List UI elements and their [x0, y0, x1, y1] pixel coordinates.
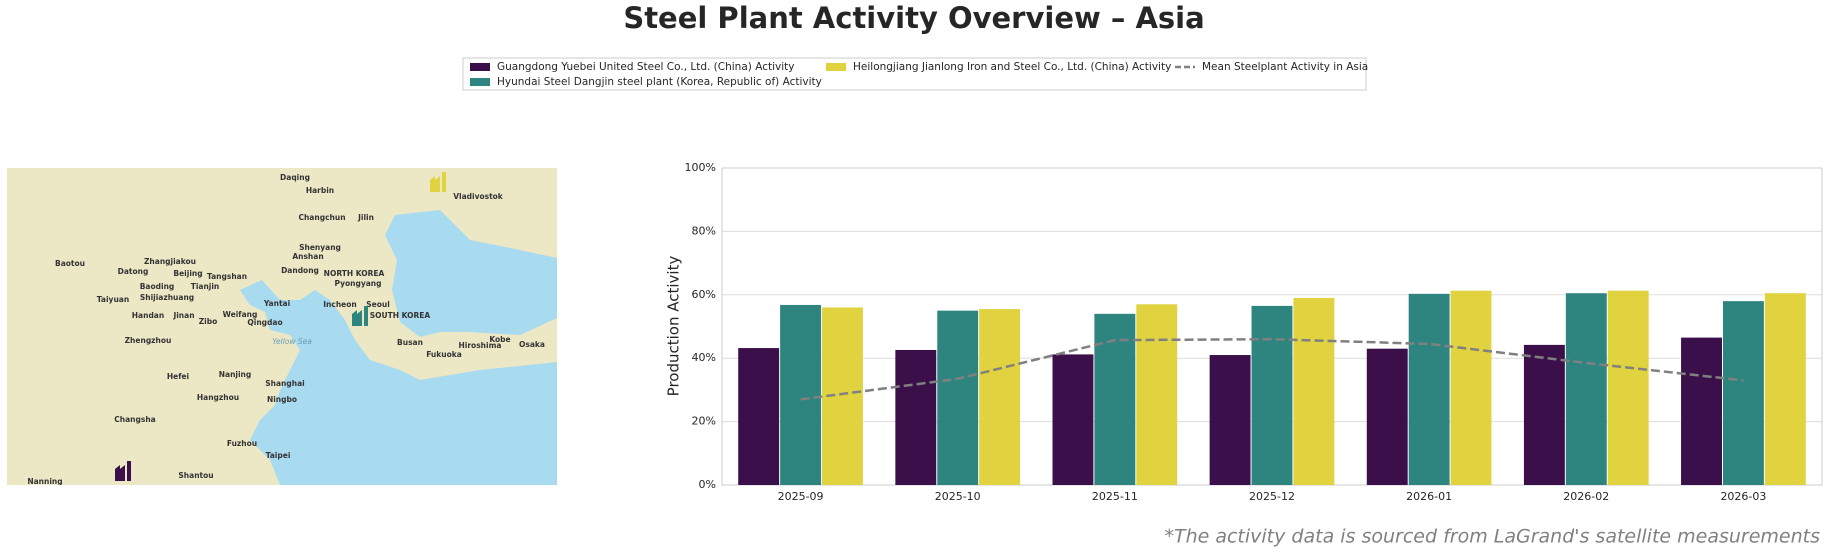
map-label: Yellow Sea	[272, 337, 312, 346]
bar	[1722, 301, 1764, 485]
bar	[780, 304, 822, 485]
map-label: Handan	[132, 311, 164, 320]
map-label: Weifang	[223, 310, 258, 319]
map-label: Kobe	[489, 335, 510, 344]
y-tick-label: 100%	[685, 161, 716, 174]
bar	[1251, 305, 1293, 485]
map-label: Zhangjiakou	[144, 257, 196, 266]
bar	[1366, 348, 1408, 485]
bar	[738, 348, 780, 485]
bar	[1408, 293, 1450, 485]
map-label: Qingdao	[247, 318, 282, 327]
bar	[1607, 290, 1649, 485]
map-label: Beijing	[173, 269, 202, 278]
map-label: Daqing	[280, 173, 310, 182]
x-tick-label: 2025-12	[1249, 490, 1295, 503]
map-label: Shenyang	[299, 243, 341, 252]
map-label: Busan	[397, 338, 423, 347]
legend-label: Hyundai Steel Dangjin steel plant (Korea…	[497, 76, 822, 88]
map-label: Shijiazhuang	[140, 293, 194, 302]
map-sea	[385, 210, 557, 337]
legend-label: Mean Steelplant Activity in Asia	[1202, 61, 1368, 73]
map-label: Vladivostok	[453, 192, 504, 201]
bar	[1681, 337, 1722, 485]
map-label: Pyongyang	[334, 279, 381, 288]
bar	[1052, 354, 1094, 485]
map-label: Nanjing	[219, 370, 252, 379]
map-label: Harbin	[306, 186, 334, 195]
map-label: Datong	[118, 267, 149, 276]
map-label: Osaka	[519, 340, 545, 349]
y-tick-label: 40%	[692, 351, 716, 364]
map-label: Fukuoka	[426, 350, 462, 359]
x-tick-label: 2025-11	[1092, 490, 1138, 503]
map-label: Hangzhou	[197, 393, 239, 402]
map-label: Zhengzhou	[125, 336, 172, 345]
plant-icon	[430, 172, 446, 192]
bar	[979, 309, 1021, 485]
bar	[1136, 304, 1178, 485]
map-label: NORTH KOREA	[324, 269, 385, 278]
x-tick-label: 2026-02	[1563, 490, 1609, 503]
map-label: Changchun	[298, 213, 345, 222]
bar	[1450, 290, 1492, 485]
y-tick-label: 0%	[699, 478, 716, 491]
map-label: Fuzhou	[227, 439, 257, 448]
map-label: Seoul	[366, 300, 390, 309]
legend-label: Heilongjiang Jianlong Iron and Steel Co.…	[853, 61, 1171, 73]
map-label: Jilin	[357, 213, 374, 222]
map-label: Tangshan	[207, 272, 247, 281]
map-label: Dandong	[281, 266, 319, 275]
chart-title: Steel Plant Activity Overview – Asia	[623, 1, 1204, 35]
map-label: Changsha	[114, 415, 155, 424]
map-label: Hiroshima	[459, 341, 502, 350]
y-tick-label: 80%	[692, 224, 716, 237]
map: Daqing Harbin Changchun Jilin Vladivostok She…	[7, 168, 557, 486]
bar	[1293, 297, 1335, 485]
map-label: Yantai	[263, 299, 290, 308]
map-label: Anshan	[292, 252, 323, 261]
map-label: Jinan	[172, 311, 194, 320]
map-label: Taipei	[266, 451, 291, 460]
bar	[1565, 293, 1607, 485]
x-tick-label: 2026-03	[1720, 490, 1766, 503]
map-label: Zibo	[199, 317, 218, 326]
bar	[1209, 355, 1251, 485]
y-tick-label: 20%	[692, 415, 716, 428]
legend-box	[462, 57, 1367, 91]
map-label: Taiyuan	[97, 295, 129, 304]
footnote: *The activity data is sourced from LaGra…	[1164, 526, 1820, 548]
map-label: Hefei	[167, 372, 189, 381]
bar	[937, 310, 979, 485]
legend-swatch	[470, 63, 490, 71]
x-tick-label: 2025-09	[778, 490, 824, 503]
bar	[895, 349, 937, 485]
map-label: Shantou	[178, 471, 213, 480]
x-tick-label: 2025-10	[935, 490, 981, 503]
plant-icon	[352, 306, 368, 326]
map-label: Baotou	[55, 259, 85, 268]
y-tick-label: 60%	[692, 288, 716, 301]
y-axis-label: Production Activity	[665, 256, 683, 397]
map-label: Tianjin	[191, 282, 220, 291]
x-tick-label: 2026-01	[1406, 490, 1452, 503]
bar	[1523, 344, 1565, 485]
map-label: Baoding	[140, 282, 175, 291]
map-label: Nanning	[27, 477, 62, 486]
map-label: Shanghai	[265, 379, 304, 388]
map-label: Incheon	[323, 300, 357, 309]
map-label: SOUTH KOREA	[370, 311, 431, 320]
legend-swatch	[826, 63, 846, 71]
bar	[1764, 293, 1806, 485]
map-label: Ningbo	[267, 395, 297, 404]
mean-line	[800, 337, 1744, 401]
plant-icon	[115, 461, 131, 481]
legend-swatch	[470, 78, 490, 86]
map-sea	[240, 280, 557, 485]
legend-label: Guangdong Yuebei United Steel Co., Ltd. …	[497, 61, 794, 73]
